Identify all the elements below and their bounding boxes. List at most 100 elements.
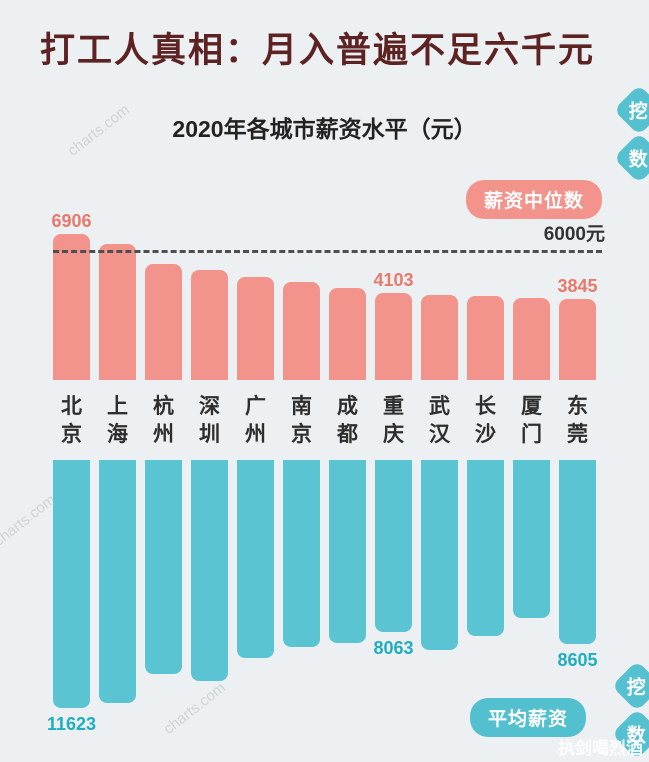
average-bar: [421, 460, 458, 650]
average-bar: [559, 460, 596, 644]
city-char: 长: [475, 394, 496, 418]
city-char: 厦: [521, 394, 542, 418]
average-column: [467, 460, 504, 760]
city-char: 门: [521, 423, 542, 446]
median-bar: [559, 299, 596, 380]
city-char: 东: [567, 394, 588, 418]
median-column: [283, 205, 320, 380]
city-char: 州: [153, 423, 174, 446]
average-bar: [513, 460, 550, 618]
median-column: [421, 205, 458, 380]
median-value-label: 4103: [373, 270, 414, 290]
median-bar: [237, 277, 274, 380]
city-char: 南: [291, 394, 312, 418]
city-char: 武: [429, 394, 450, 418]
average-bar: [237, 460, 274, 658]
city-char: 京: [291, 423, 312, 446]
average-bar: [99, 460, 136, 703]
city-label: 厦门: [513, 390, 550, 452]
median-bar: [513, 298, 550, 380]
city-char: 汉: [429, 423, 450, 446]
city-char: 庆: [383, 423, 404, 446]
brand-logo-top: 挖 数: [613, 84, 649, 184]
median-column: 3845: [557, 205, 598, 380]
median-value-label: 6906: [51, 211, 92, 231]
median-bar: [145, 264, 182, 380]
average-bar: [329, 460, 366, 643]
average-value-label: 8063: [373, 638, 414, 658]
average-column: [191, 460, 228, 760]
average-bar: [145, 460, 182, 674]
city-char: 海: [107, 423, 128, 446]
median-bar: [283, 282, 320, 380]
median-column: [99, 205, 136, 380]
city-label: 杭州: [145, 390, 182, 452]
median-column: [513, 205, 550, 380]
average-bar: [53, 460, 90, 708]
median-bar: [421, 295, 458, 380]
average-column: [283, 460, 320, 760]
average-bars: 11623 8063 8605: [0, 460, 649, 760]
average-column: [145, 460, 182, 760]
average-column: 11623: [47, 460, 96, 760]
median-value-label: 3845: [557, 276, 598, 296]
city-label: 北京: [53, 390, 90, 452]
average-bar: [283, 460, 320, 647]
average-column: [99, 460, 136, 760]
signature-watermark: 执剑喝烈酒: [558, 739, 643, 758]
median-bar: [53, 234, 90, 380]
city-label: 重庆: [375, 390, 412, 452]
median-legend-badge: 薪资中位数: [465, 180, 602, 219]
city-char: 莞: [567, 423, 588, 446]
median-bar: [375, 293, 412, 380]
city-char: 深: [199, 394, 220, 418]
city-char: 都: [337, 423, 358, 446]
median-bar: [191, 270, 228, 380]
average-bar: [467, 460, 504, 636]
median-bars: 6906 4103 3845: [0, 205, 649, 380]
median-column: 4103: [373, 205, 414, 380]
city-char: 州: [245, 423, 266, 446]
city-char: 上: [107, 394, 128, 418]
city-label: 长沙: [467, 390, 504, 452]
average-column: [329, 460, 366, 760]
average-column: 8605: [557, 460, 598, 760]
city-label: 广州: [237, 390, 274, 452]
city-char: 沙: [475, 423, 496, 446]
average-legend-badge: 平均薪资: [469, 698, 586, 737]
city-label: 东莞: [559, 390, 596, 452]
city-char: 圳: [199, 423, 220, 446]
average-bar: [191, 460, 228, 681]
average-bar: [375, 460, 412, 632]
average-column: [513, 460, 550, 760]
median-column: [329, 205, 366, 380]
city-char: 杭: [153, 394, 174, 418]
median-bar: [99, 244, 136, 380]
chart: 6000元 6906 4103 3845 北京上海杭州深圳广州南京成都重庆武汉长沙厦…: [0, 205, 649, 760]
median-region: 6000元 6906 4103 3845: [0, 205, 649, 380]
threshold-line: [53, 250, 602, 253]
threshold-label: 6000元: [543, 224, 605, 245]
city-label: 上海: [99, 390, 136, 452]
city-label: 深圳: [191, 390, 228, 452]
city-label: 成都: [329, 390, 366, 452]
median-bar: [467, 296, 504, 380]
page-title: 打工人真相：月入普遍不足六千元: [40, 31, 596, 70]
city-char: 广: [245, 394, 266, 418]
average-column: [237, 460, 274, 760]
city-label: 武汉: [421, 390, 458, 452]
city-label: 南京: [283, 390, 320, 452]
city-char: 重: [383, 394, 404, 418]
city-labels: 北京上海杭州深圳广州南京成都重庆武汉长沙厦门东莞: [0, 390, 649, 452]
average-column: [421, 460, 458, 760]
median-column: [467, 205, 504, 380]
median-bar: [329, 288, 366, 380]
median-column: 6906: [51, 205, 92, 380]
average-value-label: 11623: [46, 714, 97, 734]
average-column: 8063: [373, 460, 414, 760]
median-column: [191, 205, 228, 380]
average-value-label: 8605: [557, 650, 598, 670]
city-char: 北: [61, 394, 82, 418]
median-column: [237, 205, 274, 380]
